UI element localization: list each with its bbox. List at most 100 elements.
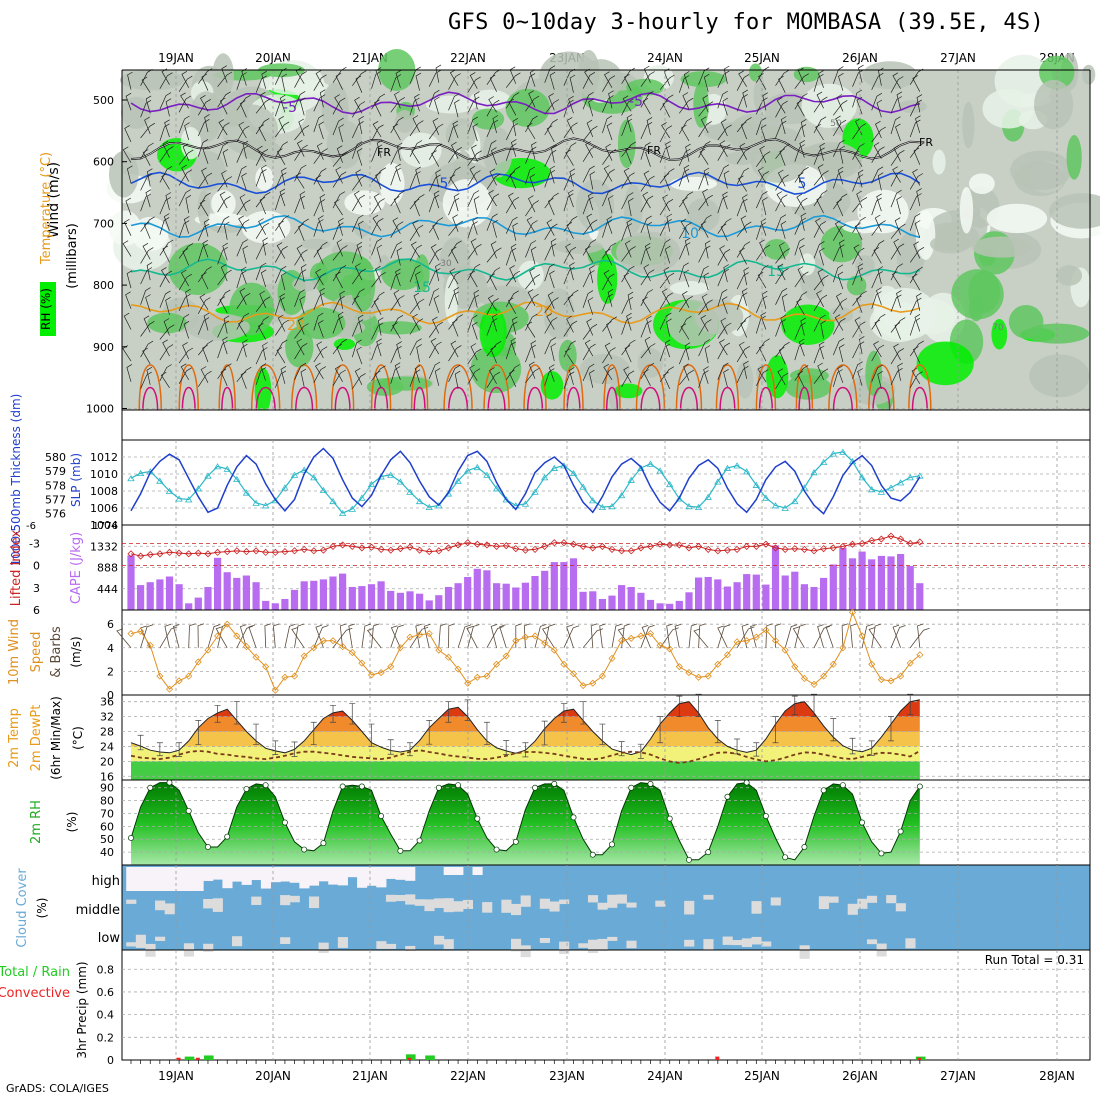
wind-barb (165, 192, 172, 211)
wind-barb (396, 247, 403, 266)
wind-barb (430, 337, 440, 355)
slp-point (377, 473, 385, 480)
wind-barb (544, 169, 555, 188)
wind-barb (817, 362, 824, 380)
wind-barb (916, 188, 922, 207)
wind-barb (678, 75, 690, 93)
wind-barb (296, 139, 305, 157)
wind-barb (621, 296, 634, 314)
wind-barb (274, 192, 286, 211)
wind-barb (544, 118, 558, 136)
wind-barb (757, 271, 767, 289)
wind-barb (775, 372, 789, 389)
wind10m-barb (248, 624, 257, 648)
wind10m-barb (641, 625, 651, 648)
wind10m-point (791, 663, 799, 671)
wind-barb (659, 312, 672, 330)
cloud-high-fill (280, 867, 291, 882)
isotherm-25-bulge (483, 364, 510, 411)
wind-barb (547, 197, 555, 216)
wind-barb (390, 97, 405, 113)
wind10m-barb (774, 623, 782, 648)
minmax-whisker (657, 716, 664, 744)
rh-shading-patch (442, 179, 492, 228)
wind-barb (871, 220, 886, 236)
lifted-index-point (348, 542, 356, 551)
rh2m-point (532, 784, 538, 791)
rh-shading-patch (991, 319, 1008, 350)
wind-barb (217, 320, 230, 338)
slp-point (319, 486, 328, 494)
isotherm-30-bulge (255, 387, 276, 411)
slp-point (387, 471, 395, 478)
wind10m-barb (499, 624, 507, 648)
slp-point (617, 491, 626, 499)
slp-point (589, 497, 597, 504)
rh-shading-patch (517, 260, 544, 291)
wind-barb (257, 322, 267, 340)
lifted-index-point (444, 544, 453, 552)
wind-barb (240, 371, 247, 389)
wind-barb (723, 368, 729, 387)
wind-barb (777, 263, 786, 281)
temp2m-tick-label: 20 (100, 755, 114, 768)
slp-point (415, 497, 424, 505)
wind10m-barb (339, 623, 347, 648)
wind10m-barb (390, 625, 401, 648)
wind-barb (416, 344, 422, 363)
rh-shading-patch (268, 79, 330, 96)
wind-barb (197, 223, 210, 241)
wind-barb (913, 241, 921, 259)
wind-barb (698, 214, 712, 231)
minmax-whisker (695, 693, 702, 717)
date-tick-top: 26JAN (842, 51, 878, 65)
wind-barb (566, 221, 574, 239)
cape-bar (137, 585, 145, 610)
cloud-low-fill (578, 943, 589, 948)
wind-barb (203, 312, 210, 331)
cape-bar (512, 587, 520, 610)
rh-shading-patch (254, 367, 272, 415)
wind-barb (222, 242, 228, 261)
wind-barb (220, 263, 228, 282)
slp-point (396, 478, 405, 485)
wind-barb (836, 199, 844, 217)
lifted-index-point (464, 539, 472, 547)
lifted-index-point (214, 548, 222, 556)
rh2m-point (416, 837, 423, 844)
wind10m-barb (207, 624, 221, 648)
wind-barb (856, 96, 863, 115)
lifted-index-tick-label: 0 (33, 560, 40, 573)
minmax-whisker (195, 720, 202, 745)
wind-barb (736, 315, 752, 331)
cape-bar (185, 603, 193, 610)
wind-barb (758, 73, 767, 90)
wind-barb (678, 222, 692, 239)
wind10m-barb (784, 624, 798, 648)
wind-barb (837, 271, 844, 290)
wind-barb (871, 72, 884, 90)
precip-tick-label: 0 (107, 1054, 114, 1067)
cloud-middle-fill (770, 897, 781, 906)
wind-barb (428, 341, 442, 359)
wind-barb (662, 194, 671, 212)
wind10m-point (589, 679, 597, 687)
wind-barb (587, 297, 594, 315)
wind10m-point (714, 660, 722, 668)
wind-barb (236, 366, 252, 383)
cape-bar (695, 577, 703, 610)
wind-barb (894, 217, 901, 235)
slp-point (165, 487, 174, 494)
wind-barb (448, 124, 458, 143)
wind-barb (813, 96, 828, 113)
wind-barb (281, 73, 287, 92)
precip-tick-label: 0.6 (97, 986, 115, 999)
wind10m-tick-label: 2 (107, 665, 114, 678)
wind-barb (467, 294, 479, 312)
wind-barb (736, 94, 748, 112)
cape-bar (656, 603, 664, 610)
wind-barb (178, 95, 192, 113)
wind-barb (140, 320, 155, 337)
wind-barb (717, 124, 732, 141)
wind-barb (371, 70, 382, 89)
